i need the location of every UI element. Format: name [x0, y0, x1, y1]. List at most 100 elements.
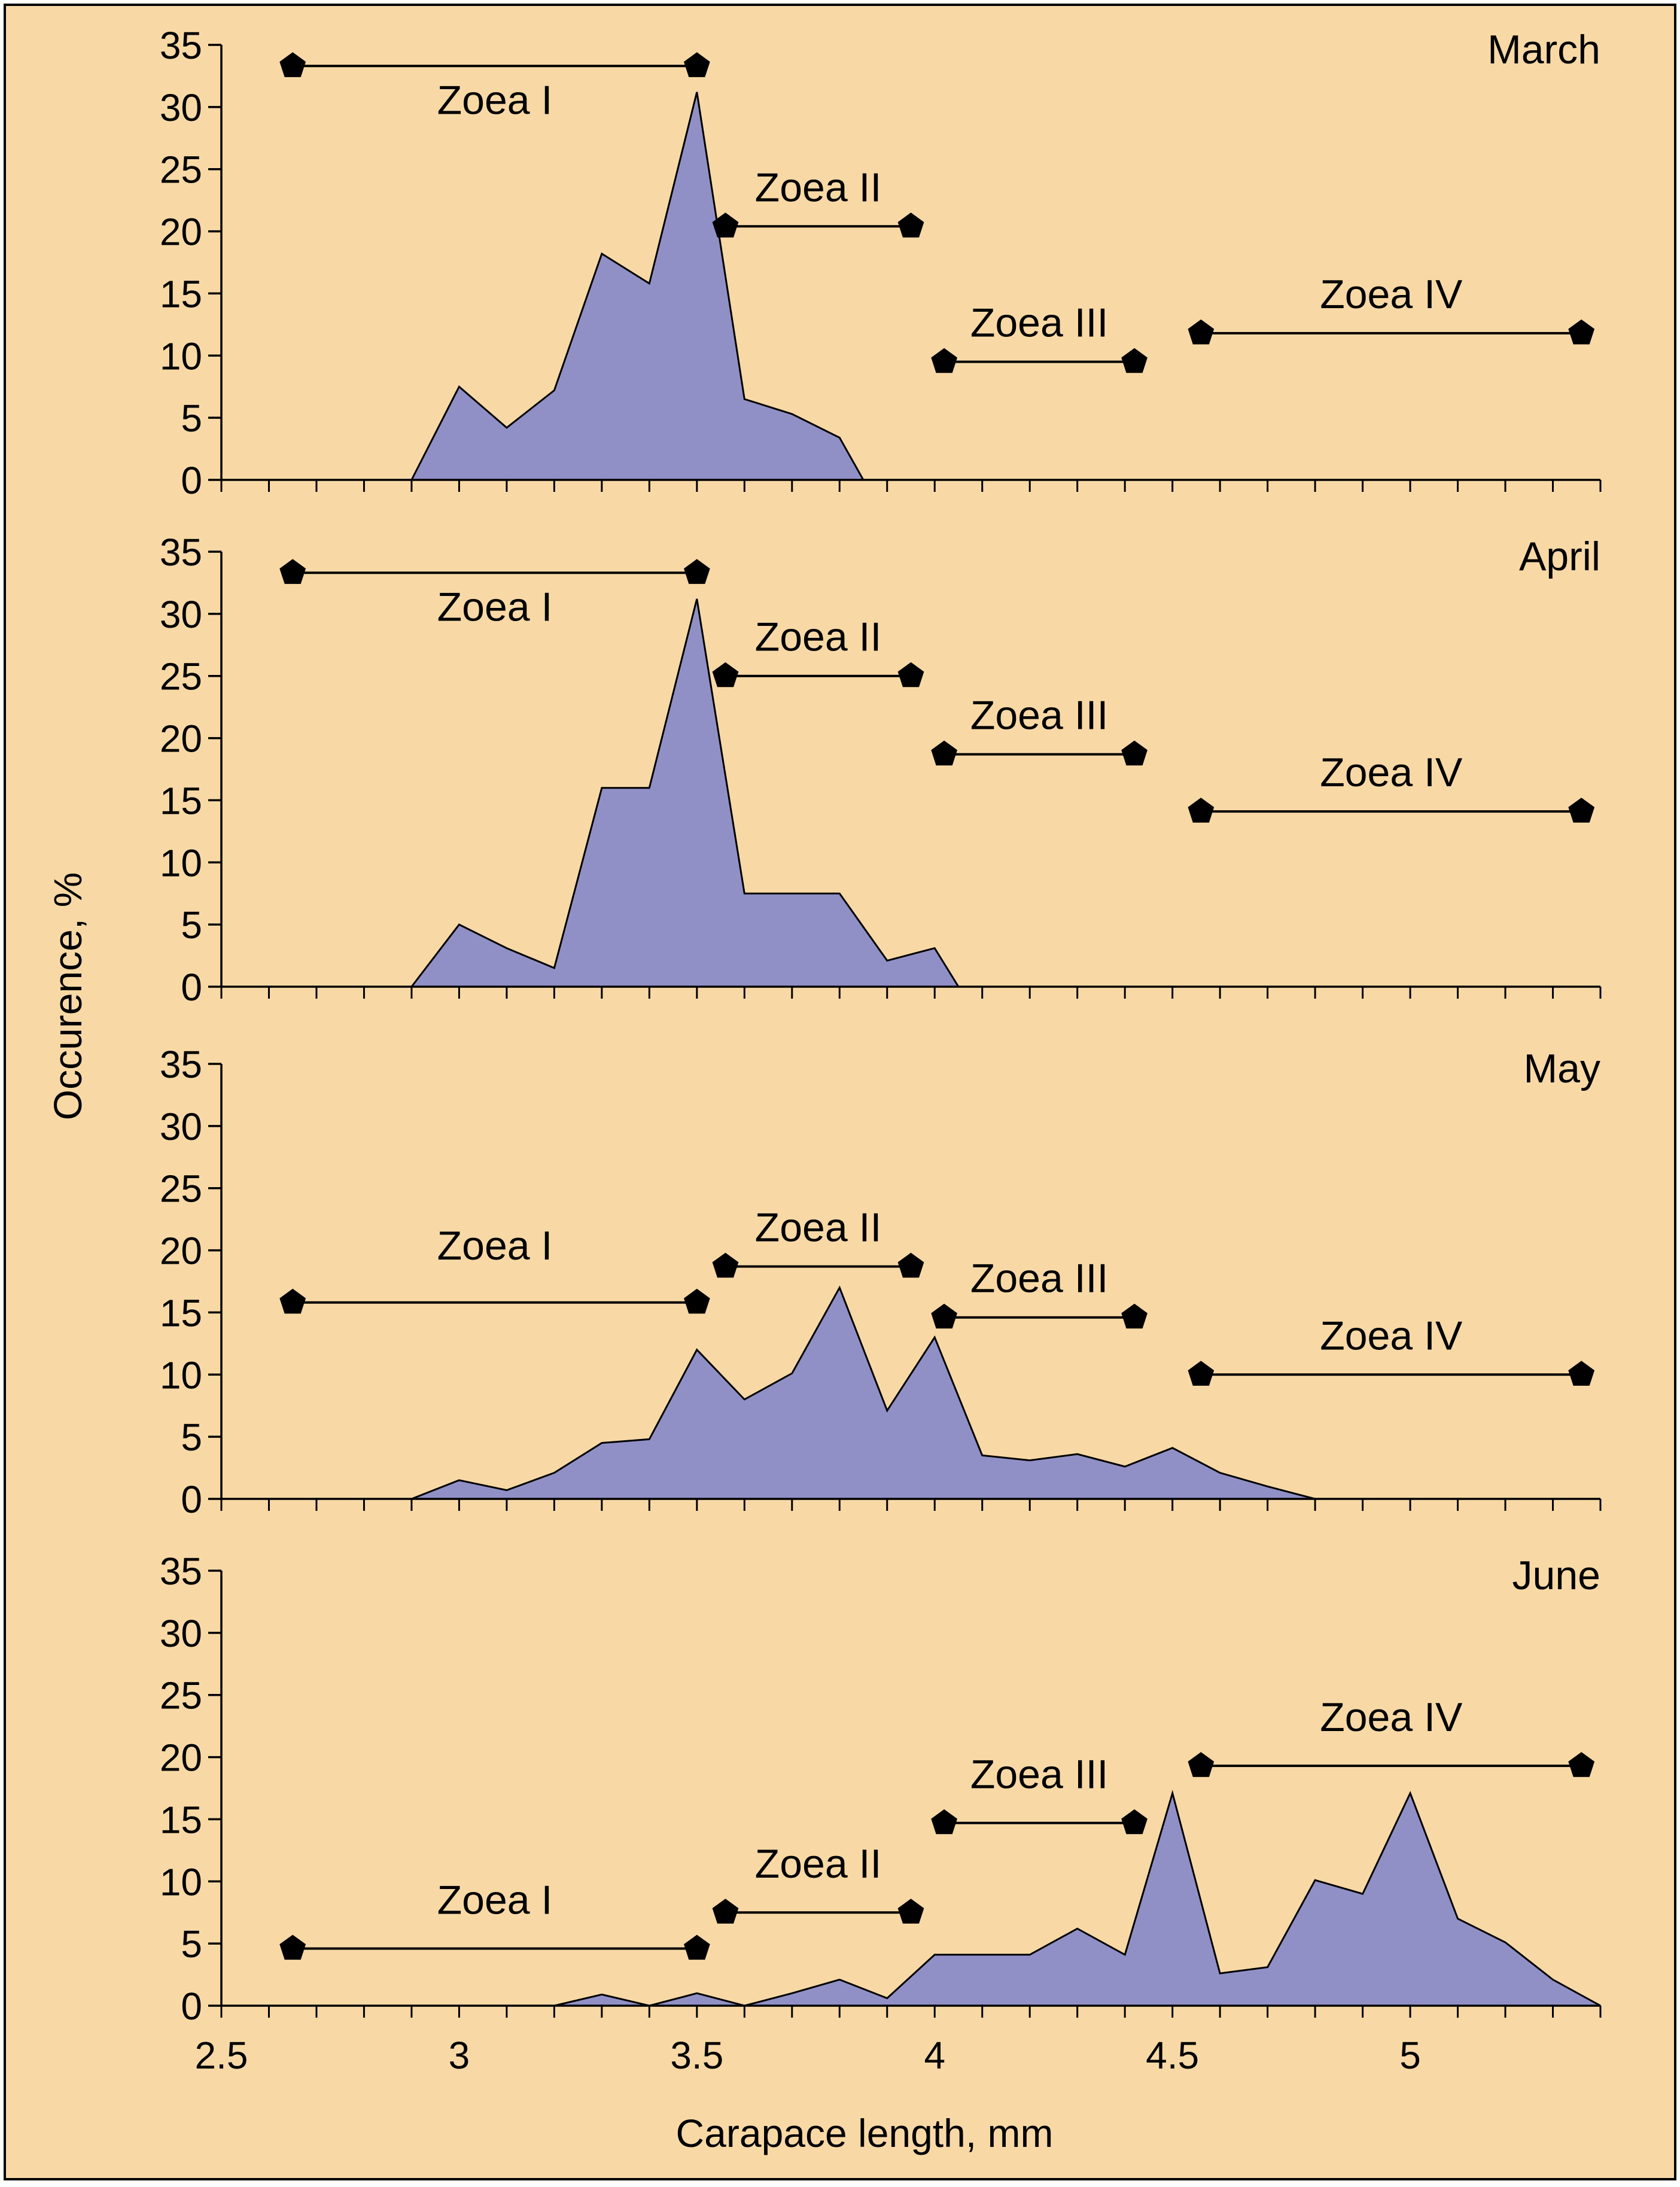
area-series-march: [410, 92, 865, 481]
stage-label: Zoea I: [437, 77, 553, 123]
x-tick-label: 3.5: [670, 2034, 723, 2077]
y-tick-label: 5: [181, 397, 202, 440]
area-series-april: [409, 598, 960, 988]
area-series-may: [411, 1285, 1316, 1500]
stage-label: Zoea II: [755, 165, 882, 210]
stage-end-marker: [897, 212, 924, 238]
y-tick-label: 15: [160, 1291, 202, 1334]
stage-range-1: Zoea I: [279, 52, 710, 123]
stage-label: Zoea II: [755, 1841, 882, 1887]
y-tick-label: 10: [160, 334, 202, 378]
month-label: April: [1519, 534, 1600, 579]
stage-start-marker: [712, 1899, 739, 1924]
y-tick-label: 30: [160, 1105, 202, 1148]
stage-range-2: Zoea II: [712, 165, 924, 238]
stage-start-marker: [931, 740, 957, 766]
y-tick-label: 0: [181, 1985, 202, 2028]
stage-start-marker: [712, 662, 739, 688]
stage-end-marker: [1568, 1752, 1595, 1777]
stage-label: Zoea IV: [1320, 1313, 1463, 1358]
x-tick-label: 3: [449, 2034, 470, 2077]
stage-label: Zoea I: [437, 584, 553, 629]
stage-range-2: Zoea II: [712, 1841, 924, 1924]
month-label: June: [1512, 1553, 1600, 1598]
x-tick-label: 4.5: [1146, 2034, 1199, 2077]
stage-label: Zoea I: [437, 1877, 553, 1923]
stage-label: Zoea IV: [1320, 1695, 1463, 1740]
stage-start-marker: [279, 52, 306, 77]
stage-end-marker: [897, 1899, 924, 1924]
stage-end-marker: [1121, 1809, 1148, 1835]
y-tick-label: 35: [160, 531, 202, 574]
stage-start-marker: [931, 348, 957, 373]
stage-end-marker: [1568, 319, 1595, 345]
stage-label: Zoea II: [755, 1205, 882, 1251]
stage-range-3: Zoea III: [931, 300, 1148, 373]
stage-start-marker: [279, 559, 306, 584]
y-tick-label: 5: [181, 904, 202, 947]
y-axis-title: Occurence, %: [45, 872, 90, 1121]
panel-april: 0 5 10 15 20 25 30 35 April Zoea I Zoea II Zoea III…: [160, 531, 1602, 1009]
y-tick-label: 35: [160, 1550, 202, 1593]
stage-end-marker: [1568, 798, 1595, 823]
y-tick-label: 20: [160, 211, 202, 254]
x-tick-label: 2.5: [195, 2034, 248, 2077]
area-series-june: [554, 1790, 1601, 2007]
y-tick-label: 10: [160, 841, 202, 884]
y-tick-label: 25: [160, 655, 202, 698]
stage-start-marker: [931, 1809, 957, 1835]
x-tick-label: 5: [1399, 2034, 1421, 2077]
y-tick-label: 5: [181, 1923, 202, 1966]
stage-end-marker: [684, 52, 710, 77]
y-tick-label: 20: [160, 1736, 202, 1780]
stage-start-marker: [1188, 798, 1215, 823]
y-tick-label: 0: [181, 966, 202, 1009]
y-tick-label: 15: [160, 779, 202, 822]
month-label: March: [1487, 27, 1600, 72]
stage-label: Zoea IV: [1320, 750, 1463, 795]
stage-range-4: Zoea IV: [1188, 1695, 1595, 1777]
y-tick-label: 25: [160, 1167, 202, 1210]
stage-range-2: Zoea II: [712, 615, 924, 688]
stage-end-marker: [684, 1288, 710, 1314]
stage-label: Zoea III: [970, 693, 1109, 738]
x-axis-title: Carapace length, mm: [676, 2111, 1054, 2155]
stage-label: Zoea I: [437, 1223, 553, 1269]
y-tick-label: 15: [160, 1798, 202, 1841]
stage-label: Zoea III: [970, 300, 1109, 346]
y-tick-label: 25: [160, 148, 202, 191]
x-tick-label: 4: [924, 2034, 945, 2077]
y-tick-label: 0: [181, 1478, 202, 1521]
stage-range-1: Zoea I: [279, 1877, 710, 1960]
stage-end-marker: [1121, 348, 1148, 373]
y-tick-label: 25: [160, 1674, 202, 1717]
y-tick-label: 35: [160, 1043, 202, 1086]
stage-range-1: Zoea I: [279, 1223, 710, 1314]
stage-range-4: Zoea IV: [1188, 272, 1595, 345]
stage-range-4: Zoea IV: [1188, 1313, 1595, 1386]
stage-label: Zoea IV: [1320, 272, 1463, 317]
panel-may: 0 5 10 15 20 25 30 35 May Zoea I Zoea II Zoea III Zo…: [160, 1043, 1602, 1521]
stage-end-marker: [897, 662, 924, 688]
y-tick-label: 30: [160, 593, 202, 636]
y-tick-label: 10: [160, 1353, 202, 1397]
y-tick-label: 15: [160, 272, 202, 315]
y-tick-label: 20: [160, 717, 202, 761]
stage-start-marker: [279, 1288, 306, 1314]
stage-start-marker: [1188, 1361, 1215, 1386]
y-tick-label: 20: [160, 1230, 202, 1273]
stage-start-marker: [279, 1934, 306, 1960]
stage-start-marker: [1188, 319, 1215, 345]
y-tick-label: 30: [160, 1612, 202, 1655]
stage-end-marker: [1121, 740, 1148, 766]
stage-label: Zoea III: [970, 1752, 1109, 1797]
month-label: May: [1524, 1046, 1600, 1091]
stage-end-marker: [1121, 1303, 1148, 1329]
stage-label: Zoea III: [970, 1256, 1109, 1301]
stage-end-marker: [684, 1934, 710, 1960]
stage-range-2: Zoea II: [712, 1205, 924, 1278]
stage-range-3: Zoea III: [931, 1256, 1148, 1329]
y-tick-label: 30: [160, 86, 202, 129]
